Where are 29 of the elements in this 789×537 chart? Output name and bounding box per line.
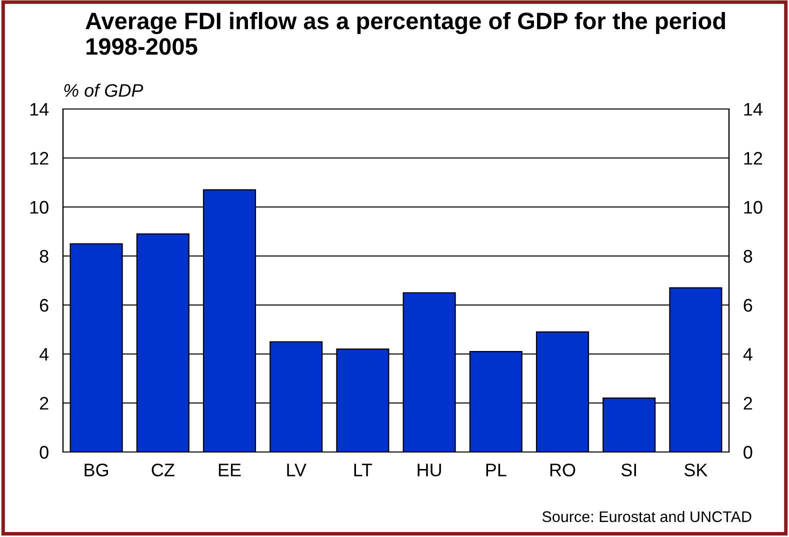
y2-tick-label: 12: [744, 152, 762, 165]
y-tick-label: 12: [30, 152, 48, 165]
x-tick-label: RO: [550, 464, 576, 476]
y2-tick-label: 4: [743, 348, 752, 361]
y2-tick-label: 10: [744, 200, 762, 214]
y-tick-label: 4: [39, 348, 49, 361]
x-tick-label: SK: [684, 464, 708, 476]
y2-tick-label: 2: [744, 396, 752, 410]
y2-tick-label: 0: [744, 446, 752, 459]
x-tick-label: CZ: [152, 464, 174, 476]
y-tick-label: 8: [40, 250, 48, 263]
y-axis-title: % of GDP: [64, 84, 144, 97]
x-tick-label: SI: [621, 464, 636, 476]
y-tick-label: 10: [30, 200, 48, 214]
y2-tick-label: 6: [744, 298, 752, 312]
y-tick-label: 0: [40, 446, 48, 459]
x-tick-label: HU: [418, 464, 441, 476]
x-tick-label: BG: [84, 464, 108, 476]
x-tick-label: LT: [354, 464, 372, 476]
y2-tick-label: 8: [744, 250, 752, 263]
chart-title: Average FDI inflow as a percentage of GDP for the period 1998-2005: [86, 12, 726, 55]
y2-tick-label: 14: [744, 103, 762, 116]
x-tick-label: EE: [218, 464, 241, 476]
x-tick-label: PL: [486, 464, 506, 476]
y-tick-label: 6: [40, 298, 48, 312]
x-tick-label: LV: [287, 464, 306, 476]
source-note: Source: Eurostat and UNCTAD: [542, 510, 752, 522]
y-tick-label: 14: [30, 103, 49, 116]
y-tick-label: 2: [40, 396, 48, 410]
